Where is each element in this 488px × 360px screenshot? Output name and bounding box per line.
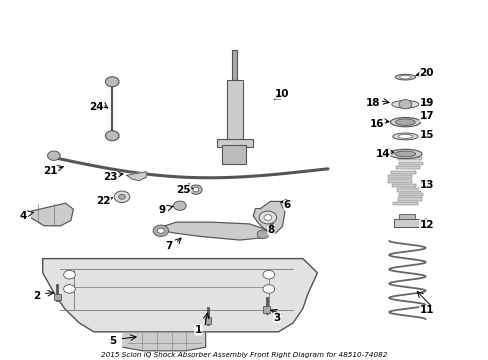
Circle shape <box>63 285 75 293</box>
Text: 16: 16 <box>369 118 384 129</box>
Bar <box>387 175 411 178</box>
Text: 8: 8 <box>267 225 274 235</box>
Text: 7: 7 <box>165 241 172 251</box>
Polygon shape <box>154 222 267 240</box>
Circle shape <box>105 131 119 141</box>
Ellipse shape <box>392 133 417 140</box>
Ellipse shape <box>394 151 415 157</box>
Ellipse shape <box>391 100 418 108</box>
Bar <box>263 306 270 313</box>
Ellipse shape <box>395 119 414 125</box>
Text: 22: 22 <box>96 197 110 206</box>
Text: 3: 3 <box>273 312 280 323</box>
Text: 19: 19 <box>419 98 433 108</box>
Bar <box>221 145 245 164</box>
Bar <box>216 139 252 147</box>
Bar <box>232 50 237 80</box>
Text: 20: 20 <box>419 68 433 78</box>
Bar <box>393 219 419 227</box>
Text: 21: 21 <box>42 166 57 176</box>
Bar <box>398 214 414 219</box>
Bar <box>387 180 411 183</box>
Circle shape <box>118 194 125 199</box>
Bar <box>395 166 420 169</box>
Circle shape <box>257 230 268 239</box>
Bar <box>396 188 420 192</box>
Bar <box>392 202 417 205</box>
Text: 9: 9 <box>158 205 165 215</box>
Text: 13: 13 <box>419 180 433 190</box>
Circle shape <box>193 188 199 192</box>
Circle shape <box>63 270 75 279</box>
Text: 14: 14 <box>375 149 389 159</box>
Text: 2: 2 <box>33 291 40 301</box>
Text: 24: 24 <box>89 102 103 112</box>
Circle shape <box>263 285 274 293</box>
Text: 12: 12 <box>419 220 433 230</box>
Bar <box>397 157 422 160</box>
Bar <box>54 294 61 300</box>
Circle shape <box>264 215 271 220</box>
Ellipse shape <box>397 134 412 138</box>
Polygon shape <box>42 258 317 332</box>
Circle shape <box>105 77 119 87</box>
Ellipse shape <box>389 117 420 127</box>
Ellipse shape <box>394 74 415 80</box>
Text: 6: 6 <box>283 200 290 210</box>
Text: 15: 15 <box>419 130 433 140</box>
Text: 11: 11 <box>419 305 433 315</box>
Text: 17: 17 <box>419 111 433 121</box>
Text: 2015 Scion iQ Shock Absorber Assembly Front Right Diagram for 48510-74082: 2015 Scion iQ Shock Absorber Assembly Fr… <box>101 351 387 357</box>
Bar <box>226 80 243 144</box>
Circle shape <box>153 225 168 237</box>
Circle shape <box>157 228 164 233</box>
Bar <box>398 162 423 165</box>
Circle shape <box>189 185 202 194</box>
Bar <box>397 197 421 201</box>
Polygon shape <box>122 332 205 351</box>
Text: 4: 4 <box>20 211 27 221</box>
Circle shape <box>398 100 411 109</box>
Ellipse shape <box>388 149 421 158</box>
Circle shape <box>259 211 276 224</box>
Bar <box>390 171 415 174</box>
Text: 10: 10 <box>275 89 289 99</box>
Bar <box>391 184 415 187</box>
Text: 1: 1 <box>194 325 202 335</box>
Bar <box>204 317 211 324</box>
Text: 23: 23 <box>103 172 118 182</box>
Text: 5: 5 <box>109 337 117 346</box>
Ellipse shape <box>399 75 410 79</box>
Circle shape <box>114 191 129 203</box>
Circle shape <box>173 201 186 210</box>
Polygon shape <box>126 172 146 181</box>
Bar <box>398 193 423 196</box>
Circle shape <box>47 151 60 160</box>
Text: 25: 25 <box>176 185 191 195</box>
Circle shape <box>263 270 274 279</box>
Polygon shape <box>253 202 285 234</box>
Polygon shape <box>31 203 73 226</box>
Text: 18: 18 <box>366 98 380 108</box>
